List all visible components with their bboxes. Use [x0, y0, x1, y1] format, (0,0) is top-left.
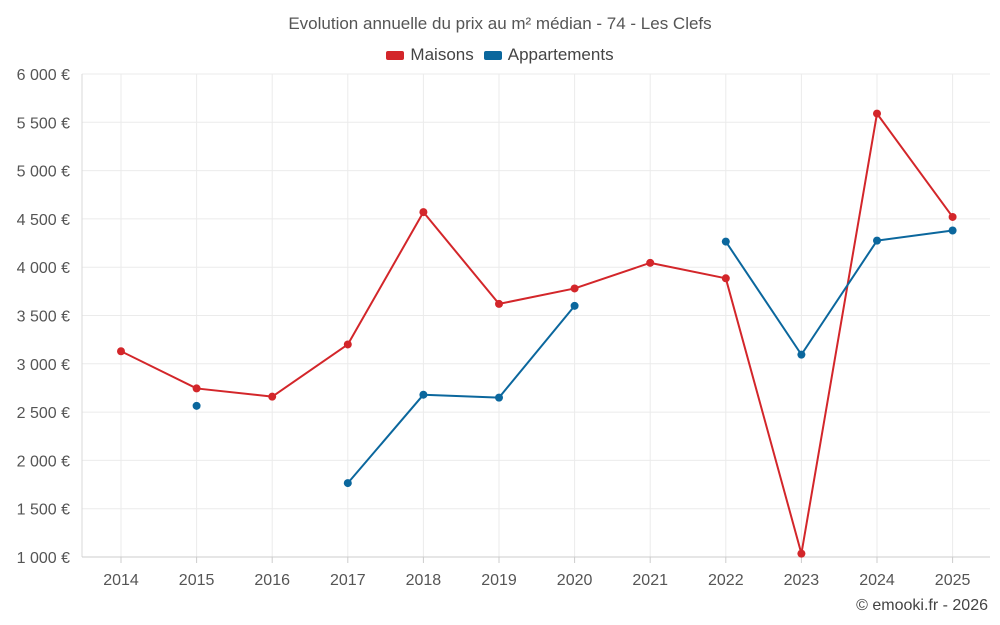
legend-swatch-maisons — [386, 50, 405, 60]
point-appartements-2019 — [495, 393, 503, 402]
x-tick-label: 2017 — [330, 572, 366, 589]
series-line-appartements — [724, 229, 953, 356]
series-line-appartements — [347, 305, 576, 484]
y-tick-label: 5 000 € — [17, 164, 70, 181]
legend-item-appartements[interactable]: Appartements — [483, 45, 614, 65]
series-line-maisons — [120, 112, 954, 555]
legend-swatch-appartements — [483, 50, 502, 60]
point-maisons-2018 — [419, 208, 428, 217]
x-tick-label: 2016 — [254, 572, 290, 589]
x-tick-label: 2020 — [557, 572, 593, 589]
x-tick-label: 2024 — [859, 572, 895, 589]
legend-label-maisons: Maisons — [410, 45, 474, 64]
point-appartements-2024 — [873, 236, 881, 245]
point-maisons-2022 — [721, 274, 730, 283]
point-maisons-2017 — [343, 340, 352, 349]
y-tick-label: 2 000 € — [17, 453, 70, 470]
point-appartements-2025 — [948, 226, 957, 235]
point-appartements-2015 — [192, 401, 201, 410]
y-tick-label: 1 000 € — [17, 550, 70, 567]
y-tick-label: 1 500 € — [17, 502, 70, 519]
x-tick-label: 2023 — [784, 572, 820, 589]
point-maisons-2014 — [117, 347, 125, 356]
point-maisons-2021 — [646, 258, 655, 267]
point-appartements-2022 — [721, 237, 730, 246]
y-tick-label: 3 000 € — [17, 357, 70, 374]
y-tick-label: 2 500 € — [17, 405, 70, 422]
x-tick-label: 2019 — [481, 572, 517, 589]
point-maisons-2024 — [873, 109, 881, 118]
point-maisons-2025 — [948, 212, 957, 221]
point-maisons-2015 — [192, 384, 201, 393]
y-tick-label: 4 000 € — [17, 260, 70, 277]
chart-legend: Maisons Appartements — [0, 45, 1000, 65]
point-appartements-2020 — [570, 301, 579, 310]
point-appartements-2023 — [797, 350, 806, 359]
point-maisons-2019 — [495, 299, 503, 308]
point-maisons-2023 — [797, 549, 806, 558]
x-tick-label: 2021 — [632, 572, 668, 589]
footer-credit: © emooki.fr - 2026 — [856, 597, 988, 614]
y-tick-label: 6 000 € — [17, 67, 70, 84]
point-appartements-2018 — [419, 390, 428, 399]
x-tick-label: 2014 — [103, 572, 139, 589]
y-tick-label: 3 500 € — [17, 309, 70, 326]
x-tick-label: 2018 — [406, 572, 442, 589]
x-tick-label: 2015 — [179, 572, 215, 589]
point-maisons-2020 — [570, 284, 579, 293]
y-tick-label: 5 500 € — [17, 115, 70, 132]
point-appartements-2017 — [343, 479, 352, 488]
x-tick-label: 2022 — [708, 572, 744, 589]
point-maisons-2016 — [268, 392, 277, 401]
x-tick-label: 2025 — [935, 572, 971, 589]
legend-item-maisons[interactable]: Maisons — [386, 45, 474, 65]
chart-title: Evolution annuelle du prix au m² médian … — [288, 14, 712, 33]
y-tick-label: 4 500 € — [17, 212, 70, 229]
legend-label-appartements: Appartements — [507, 45, 614, 64]
